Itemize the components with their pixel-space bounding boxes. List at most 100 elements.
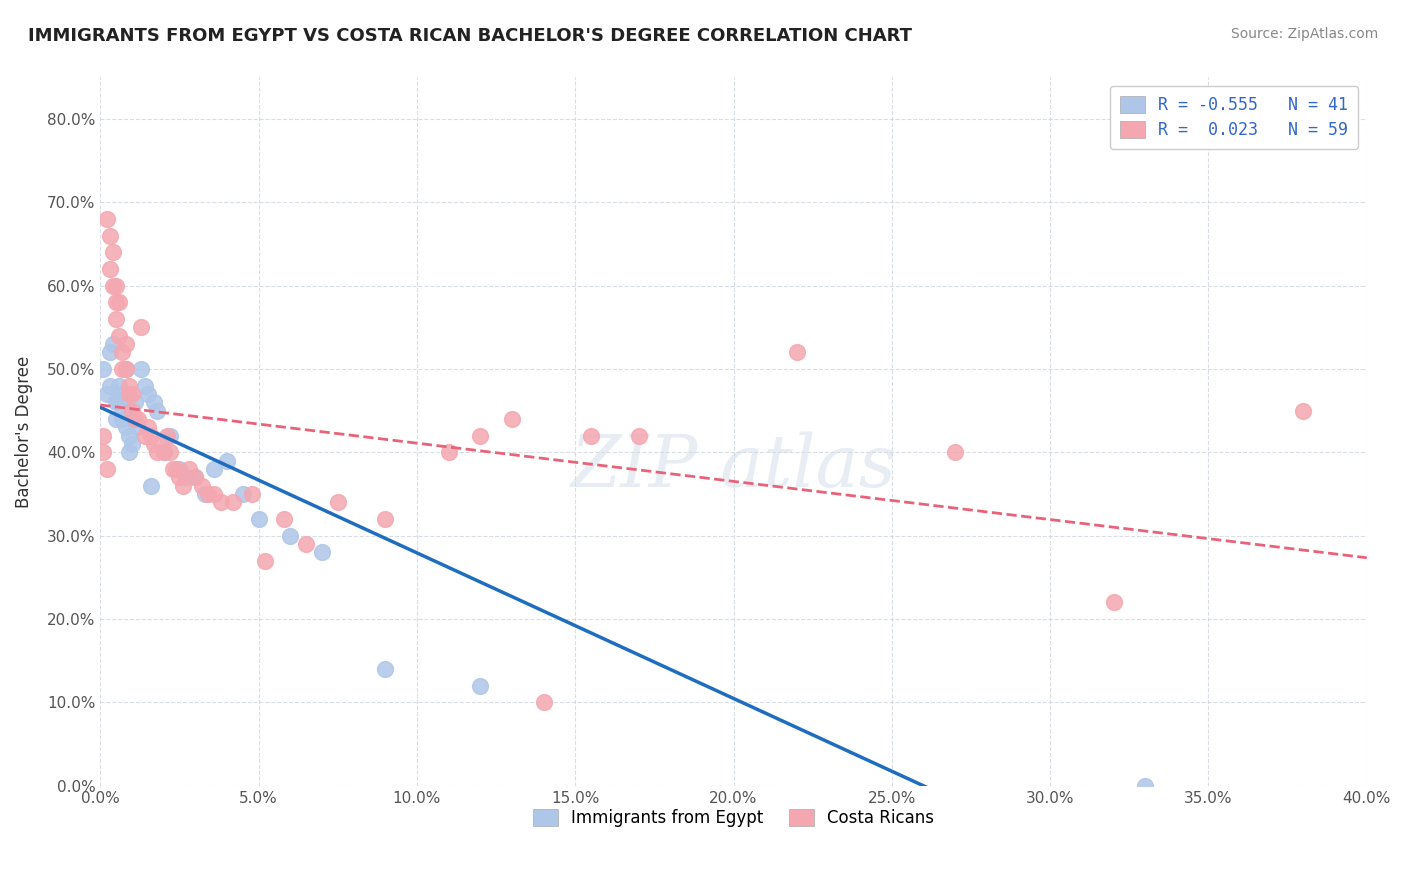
Point [111,362,134,376]
Point [501,412,523,426]
Point [190,479,212,493]
Point [124,412,146,426]
Point [101,245,124,260]
Point [240,487,263,501]
Point [273,512,295,526]
Point [202,487,225,501]
Point [93,362,115,376]
Point [247,512,270,526]
Point [295,537,318,551]
Point [215,454,238,468]
Point [118,445,141,459]
Point [98,228,121,243]
Point [108,295,131,310]
Point [101,337,124,351]
Point [111,412,134,426]
Point [105,278,128,293]
Point [311,545,333,559]
Point [209,495,232,509]
Point [533,696,555,710]
Point [131,362,153,376]
Point [326,495,349,509]
Point [232,487,254,501]
Point [98,262,121,277]
Point [121,412,143,426]
Point [105,295,128,310]
Point [93,429,115,443]
Point [253,554,276,568]
Point [108,378,131,392]
Point [131,320,153,334]
Point [111,387,134,401]
Point [278,529,301,543]
Point [786,345,808,359]
Point [96,212,118,227]
Point [374,662,396,676]
Point [98,345,121,359]
Point [139,479,162,493]
Point [143,437,166,451]
Point [118,404,141,418]
Point [93,445,115,459]
Point [96,462,118,476]
Point [194,487,217,501]
Point [98,378,121,392]
Point [96,387,118,401]
Point [156,429,179,443]
Point [174,470,197,484]
Point [134,378,156,392]
Point [943,445,966,459]
Point [124,395,146,409]
Point [184,470,207,484]
Point [127,412,149,426]
Point [118,378,141,392]
Point [105,412,128,426]
Point [579,429,602,443]
Point [114,420,136,434]
Point [222,495,245,509]
Point [105,395,128,409]
Point [169,462,191,476]
Point [627,429,650,443]
Point [114,362,136,376]
Point [146,404,169,418]
Point [143,395,166,409]
Point [134,429,156,443]
Point [1102,595,1125,609]
Point [139,429,162,443]
Point [165,462,187,476]
Point [101,278,124,293]
Point [374,512,396,526]
Point [169,470,191,484]
Point [136,420,159,434]
Point [127,420,149,434]
Point [1133,779,1156,793]
Text: Source: ZipAtlas.com: Source: ZipAtlas.com [1230,27,1378,41]
Point [197,487,219,501]
Point [118,387,141,401]
Point [1292,404,1315,418]
Text: IMMIGRANTS FROM EGYPT VS COSTA RICAN BACHELOR'S DEGREE CORRELATION CHART: IMMIGRANTS FROM EGYPT VS COSTA RICAN BAC… [28,27,912,45]
Y-axis label: Bachelor's Degree: Bachelor's Degree [15,356,32,508]
Point [146,445,169,459]
Point [152,445,174,459]
Point [111,345,134,359]
Point [136,387,159,401]
Point [114,362,136,376]
Point [470,429,492,443]
Point [172,479,194,493]
Text: ZIP atlas: ZIP atlas [571,432,897,502]
Point [159,445,181,459]
Point [159,429,181,443]
Point [108,328,131,343]
Legend: Immigrants from Egypt, Costa Ricans: Immigrants from Egypt, Costa Ricans [526,803,941,834]
Point [177,462,200,476]
Point [108,395,131,409]
Point [114,337,136,351]
Point [121,437,143,451]
Point [118,429,141,443]
Point [105,312,128,326]
Point [437,445,460,459]
Point [152,445,174,459]
Point [121,387,143,401]
